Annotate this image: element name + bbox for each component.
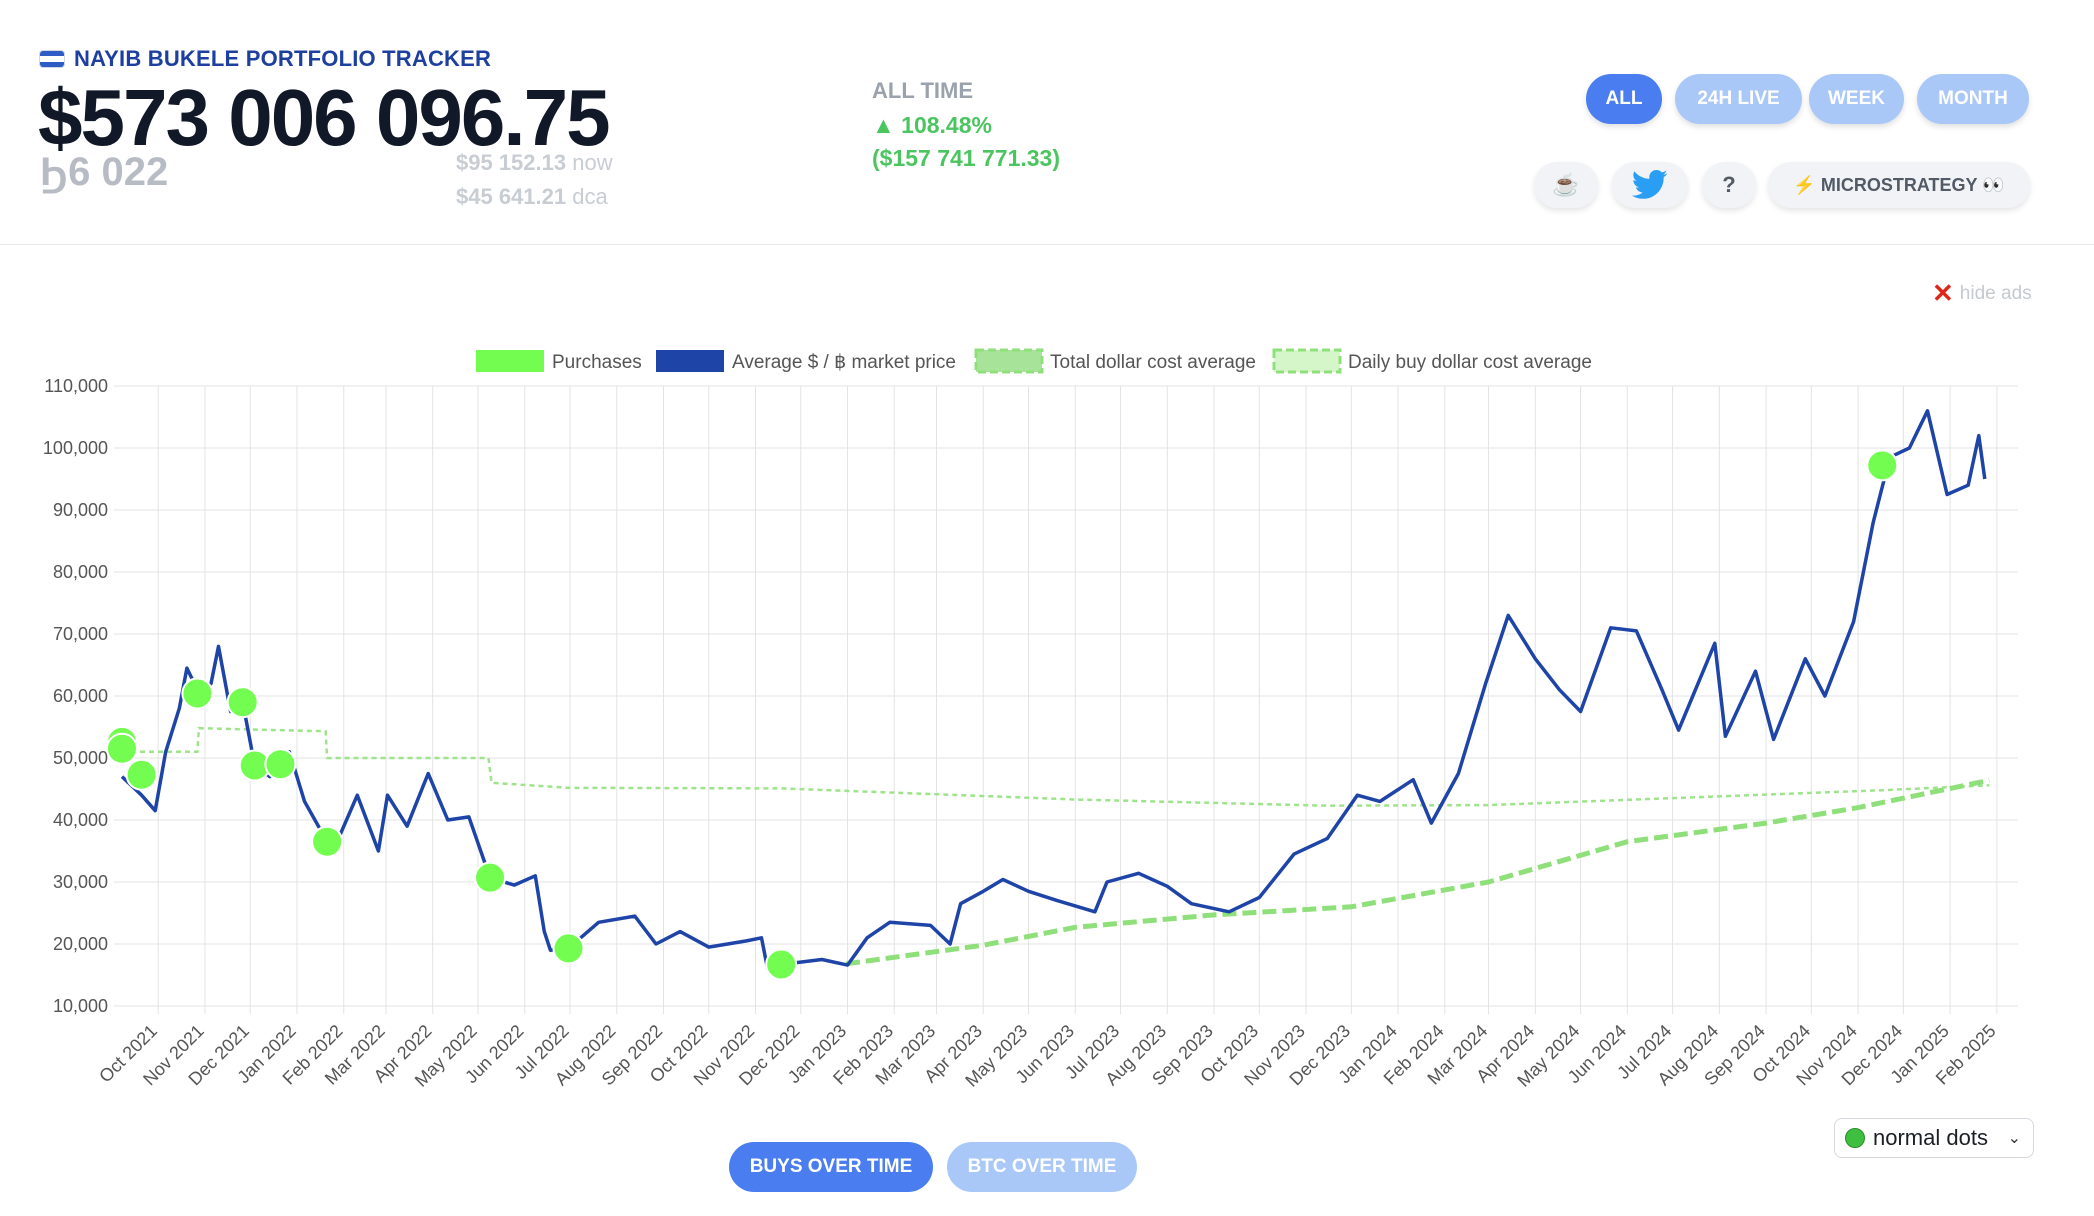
- purchase-point: [311, 825, 344, 858]
- hide-ads-label: hide ads: [1959, 282, 2032, 304]
- dca-price-value: $45 641.21: [456, 184, 567, 209]
- purchase-point: [181, 677, 214, 710]
- help-button[interactable]: ?: [1702, 162, 1756, 208]
- purchase-point: [125, 758, 158, 791]
- legend-label: Purchases: [552, 352, 642, 373]
- coffee-button[interactable]: ☕: [1534, 162, 1598, 208]
- all-time-label: ALL TIME: [872, 78, 974, 103]
- purchase-point: [765, 948, 798, 981]
- legend-label: Daily buy dollar cost average: [1348, 352, 1592, 373]
- range-month-button[interactable]: MONTH: [1917, 74, 2029, 124]
- btc-holdings: Ϧ6 022: [40, 150, 169, 194]
- y-tick-label: 40,000: [53, 810, 108, 830]
- y-tick-label: 20,000: [53, 934, 108, 954]
- y-tick-label: 110,000: [44, 376, 108, 396]
- legend-label: Total dollar cost average: [1050, 352, 1256, 373]
- purchase-point: [226, 686, 259, 719]
- y-tick-label: 90,000: [53, 500, 108, 520]
- microstrategy-button[interactable]: ⚡ MICROSTRATEGY 👀: [1768, 162, 2030, 208]
- daily-dca-line: [122, 726, 1990, 807]
- current-price: $95 152.13 now: [456, 150, 613, 176]
- legend-swatch: [656, 350, 724, 372]
- y-tick-label: 70,000: [53, 624, 108, 644]
- twitter-button[interactable]: [1612, 162, 1688, 208]
- legend-swatch: [1272, 348, 1342, 374]
- portfolio-chart: 10,000 20,000 30,000 40,000 50,000 60,000 70,0…: [43, 348, 2018, 1090]
- range-all-button[interactable]: ALL: [1586, 74, 1662, 124]
- coffee-icon: ☕: [1552, 172, 1580, 197]
- y-tick-label: 30,000: [53, 872, 108, 892]
- purchase-point: [264, 748, 297, 781]
- legend-label: Average $ / ฿ market price: [732, 352, 956, 373]
- chevron-down-icon: ⌄: [2007, 1130, 2021, 1147]
- y-tick-label: 80,000: [53, 562, 108, 582]
- range-24h-button[interactable]: 24H LIVE: [1675, 74, 1802, 124]
- dots-style-select[interactable]: normal dots ⌄: [1834, 1118, 2034, 1158]
- brand: NAYIB BUKELE PORTFOLIO TRACKER: [40, 46, 491, 72]
- market-price-line: [120, 409, 1987, 971]
- current-price-value: $95 152.13: [456, 150, 567, 175]
- header: NAYIB BUKELE PORTFOLIO TRACKER $573 006 …: [0, 0, 2094, 245]
- range-week-button[interactable]: WEEK: [1809, 74, 1904, 124]
- y-tick-label: 60,000: [53, 686, 108, 706]
- all-time-usd-gain: ($157 741 771.33): [872, 145, 1060, 171]
- green-dot-icon: [1845, 1128, 1865, 1148]
- dca-price-suffix: dca: [572, 184, 608, 209]
- purchase-point: [1866, 449, 1899, 482]
- twitter-bird-icon: [1632, 170, 1668, 199]
- hide-ads-link[interactable]: ✕ hide ads: [1932, 278, 2032, 309]
- el-salvador-flag-icon: [40, 51, 64, 67]
- legend-swatch: [476, 350, 544, 372]
- purchase-point: [474, 861, 507, 894]
- all-time-percent: ▲ 108.48%: [872, 112, 992, 138]
- close-icon: ✕: [1932, 278, 1954, 308]
- dots-style-value: normal dots: [1873, 1125, 1988, 1150]
- buys-over-time-button[interactable]: BUYS OVER TIME: [729, 1142, 933, 1192]
- portfolio-total-value: $573 006 096.75: [38, 73, 611, 162]
- question-icon: ?: [1722, 172, 1736, 197]
- y-tick-label: 50,000: [53, 748, 108, 768]
- y-tick-label: 10,000: [53, 996, 108, 1016]
- y-tick-label: 100,000: [43, 438, 108, 458]
- btc-over-time-button[interactable]: BTC OVER TIME: [947, 1142, 1137, 1192]
- current-price-suffix: now: [572, 150, 613, 175]
- app-title: NAYIB BUKELE PORTFOLIO TRACKER: [74, 46, 492, 71]
- legend-swatch: [974, 348, 1044, 374]
- dca-price: $45 641.21 dca: [456, 184, 608, 210]
- total-dca-line: [845, 777, 1990, 967]
- all-time-performance: ALL TIME ▲ 108.48% ($157 741 771.33): [872, 78, 1060, 172]
- purchase-point: [106, 732, 138, 765]
- purchase-point: [552, 932, 585, 965]
